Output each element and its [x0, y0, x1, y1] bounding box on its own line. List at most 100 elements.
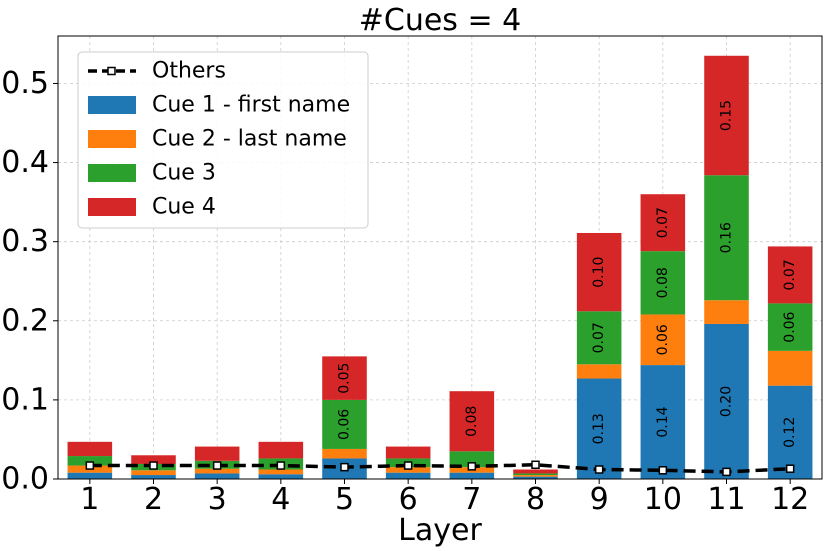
x-tick-label: 3	[208, 482, 227, 517]
others-marker	[658, 466, 668, 475]
legend-label-others: Others	[152, 59, 226, 84]
bar-segment	[449, 391, 495, 452]
y-tick-label: 0.4	[1, 145, 49, 180]
bar-segment	[258, 469, 304, 475]
x-tick-label: 11	[707, 482, 745, 517]
bar-value-label: 0.07	[655, 207, 671, 238]
bar-value-label: 0.15	[719, 100, 735, 131]
bar-segment	[640, 251, 686, 315]
others-marker	[403, 461, 413, 470]
bar-segment	[767, 303, 813, 351]
others-marker	[85, 461, 95, 470]
bar-segment	[194, 468, 240, 474]
bar-segment	[131, 455, 176, 464]
legend-label: Cue 1 - first name	[152, 93, 350, 118]
bar-value-label: 0.07	[591, 322, 607, 353]
bar-segment	[513, 475, 558, 477]
others-marker	[276, 461, 286, 470]
bar-value-label: 0.07	[782, 259, 798, 290]
bar-value-label: 0.06	[337, 409, 353, 440]
bar-segment	[513, 476, 558, 479]
others-marker	[531, 460, 540, 470]
others-marker	[594, 465, 604, 474]
legend-label: Cue 3	[152, 161, 216, 186]
bar-segment	[640, 314, 686, 366]
others-marker	[722, 467, 731, 477]
bar-segment	[322, 448, 367, 459]
x-tick-label: 12	[771, 482, 809, 517]
bar-segment	[513, 473, 558, 476]
bar-segment	[513, 469, 558, 474]
bar-segment	[640, 365, 686, 479]
y-tick-label: 0.1	[1, 382, 49, 417]
bar-segment	[704, 323, 749, 479]
bar-segment	[576, 232, 622, 312]
bar-value-label: 0.08	[464, 406, 480, 437]
bar-value-label: 0.05	[337, 363, 353, 394]
bar-segment	[385, 472, 431, 479]
y-tick-label: 0.3	[1, 224, 49, 259]
others-marker	[212, 461, 222, 470]
bar-segment	[67, 441, 113, 457]
others-line	[89, 463, 791, 474]
bar-segment	[704, 175, 749, 301]
bar-segment	[449, 472, 495, 479]
bar-value-label: 0.12	[782, 417, 798, 448]
legend-box	[77, 51, 369, 229]
others-marker	[467, 462, 477, 471]
legend-label: Cue 4	[152, 195, 216, 220]
bar-value-label: 0.16	[719, 222, 735, 253]
x-tick-label: 10	[644, 482, 682, 517]
legend-swatch	[88, 164, 136, 182]
bar-segment	[385, 446, 431, 459]
legend-swatch	[88, 130, 136, 148]
bar-segment	[640, 194, 686, 252]
bar-value-label: 0.06	[782, 311, 798, 342]
x-tick-label: 2	[144, 482, 163, 517]
bar-segment	[385, 467, 431, 473]
bar-segment	[67, 472, 113, 479]
bar-segment	[449, 451, 495, 468]
bar-segment	[322, 399, 367, 449]
others-marker	[785, 464, 795, 473]
bar-segment	[767, 385, 813, 479]
bar-value-label: 0.08	[655, 267, 671, 298]
others-marker	[340, 462, 349, 472]
bar-segment	[704, 55, 749, 176]
others-marker	[149, 461, 158, 470]
chart-title: #Cues = 4	[359, 3, 521, 38]
bar-segment	[194, 446, 240, 461]
bar-segment	[576, 378, 622, 479]
legend-marker-others	[107, 66, 116, 76]
y-tick-label: 0.0	[1, 462, 49, 497]
x-tick-label: 5	[335, 482, 354, 517]
plot-frame	[57, 35, 823, 480]
x-tick-label: 7	[462, 482, 481, 517]
bar-segment	[258, 474, 304, 479]
y-tick-label: 0.5	[1, 66, 49, 101]
x-tick-label: 1	[80, 482, 99, 517]
bar-value-label: 0.13	[591, 413, 607, 444]
y-tick-label: 0.2	[1, 303, 49, 338]
bar-segment	[258, 441, 304, 459]
legend-swatch	[88, 198, 136, 216]
x-tick-label: 9	[590, 482, 609, 517]
bar-value-label: 0.14	[655, 406, 671, 437]
bar-segment	[194, 473, 240, 479]
bar-value-label: 0.10	[591, 257, 607, 288]
bar-segment	[576, 311, 622, 365]
x-tick-label: 8	[526, 482, 545, 517]
bar-value-label: 0.06	[655, 324, 671, 355]
x-axis-label: Layer	[398, 513, 482, 548]
x-tick-label: 4	[271, 482, 290, 517]
bar-segment	[322, 356, 367, 400]
x-tick-label: 6	[399, 482, 418, 517]
bar-segment	[131, 470, 176, 476]
bar-segment	[767, 350, 813, 386]
bar-segment	[67, 456, 113, 466]
bar-segment	[131, 475, 176, 479]
legend-swatch	[88, 96, 136, 114]
bar-segment	[767, 246, 813, 304]
